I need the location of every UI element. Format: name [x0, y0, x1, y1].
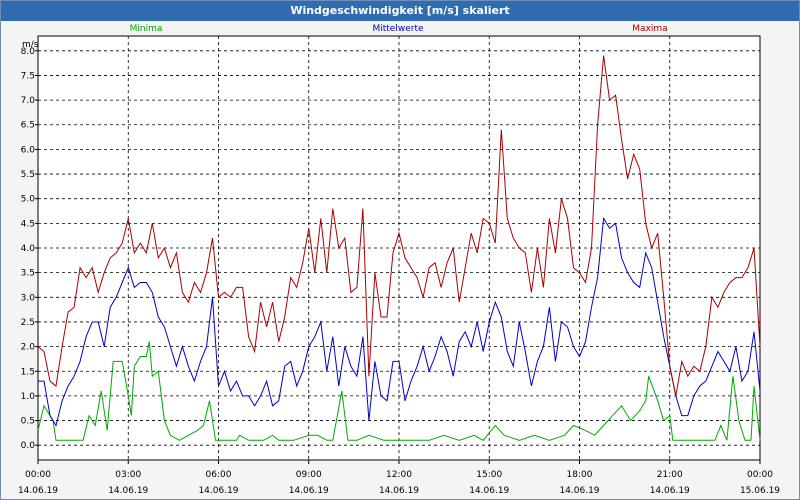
y-tick-label: 0.5 — [21, 417, 35, 427]
y-axis-ticks: 0.0 0.5 1.0 1.5 2.0 2.5 3.0 3.5 4.0 4.5 5.0 5.5 6.0 6… — [21, 47, 38, 451]
x-tick-date-label: 14.06.19 — [559, 486, 599, 496]
chart-title: Windgeschwindigkeit [m/s] skaliert — [1, 1, 799, 21]
y-tick-label: 3.0 — [21, 293, 36, 303]
x-tick-date-label: 14.06.19 — [379, 486, 419, 496]
legend-mittelwerte: Mittelwerte — [372, 24, 423, 34]
y-tick-label: 6.0 — [21, 145, 36, 155]
y-tick-label: 1.5 — [21, 367, 35, 377]
x-tick-date-label: 14.06.19 — [289, 486, 329, 496]
x-tick-time-label: 00:00 — [747, 470, 773, 480]
y-tick-label: 7.5 — [21, 71, 35, 81]
y-tick-label: 1.0 — [21, 392, 36, 402]
y-tick-label: 4.5 — [21, 219, 35, 229]
series-layer — [37, 55, 761, 441]
x-tick-date-label: 15.06.19 — [740, 486, 780, 496]
x-tick-date-label: 14.06.19 — [18, 486, 58, 496]
y-tick-label: 8.0 — [21, 47, 36, 57]
y-tick-label: 5.0 — [21, 195, 36, 205]
x-tick-time-label: 03:00 — [115, 470, 141, 480]
x-tick-time-label: 21:00 — [657, 470, 683, 480]
x-tick-date-label: 14.06.19 — [108, 486, 148, 496]
y-tick-label: 5.5 — [21, 170, 35, 180]
legend-maxima: Maxima — [632, 24, 667, 34]
y-axis-unit-label: m/s — [22, 40, 39, 50]
series-line-mittelwerte — [38, 216, 761, 427]
x-tick-time-label: 12:00 — [386, 470, 412, 480]
legend-minima: Minima — [130, 24, 163, 34]
series-line-minima — [37, 341, 761, 441]
y-tick-label: 4.0 — [21, 244, 36, 254]
x-tick-time-label: 09:00 — [296, 470, 322, 480]
x-tick-date-label: 14.06.19 — [650, 486, 690, 496]
series-line-maxima — [37, 55, 761, 396]
y-tick-label: 2.0 — [21, 343, 36, 353]
x-tick-date-label: 14.06.19 — [469, 486, 509, 496]
x-tick-time-label: 18:00 — [567, 470, 593, 480]
y-tick-label: 2.5 — [21, 318, 35, 328]
y-tick-label: 0.0 — [21, 441, 36, 451]
x-tick-time-label: 15:00 — [476, 470, 502, 480]
x-axis-ticks: 00:00 14.06.19 03:00 14.06.19 06:00 14.06.19 0… — [18, 460, 780, 496]
y-tick-label: 3.5 — [21, 269, 35, 279]
grid-lines — [38, 36, 760, 460]
y-tick-label: 6.5 — [21, 121, 35, 131]
y-tick-label: 7.0 — [21, 96, 36, 106]
x-tick-time-label: 00:00 — [25, 470, 51, 480]
x-tick-date-label: 14.06.19 — [198, 486, 238, 496]
x-tick-time-label: 06:00 — [206, 470, 232, 480]
